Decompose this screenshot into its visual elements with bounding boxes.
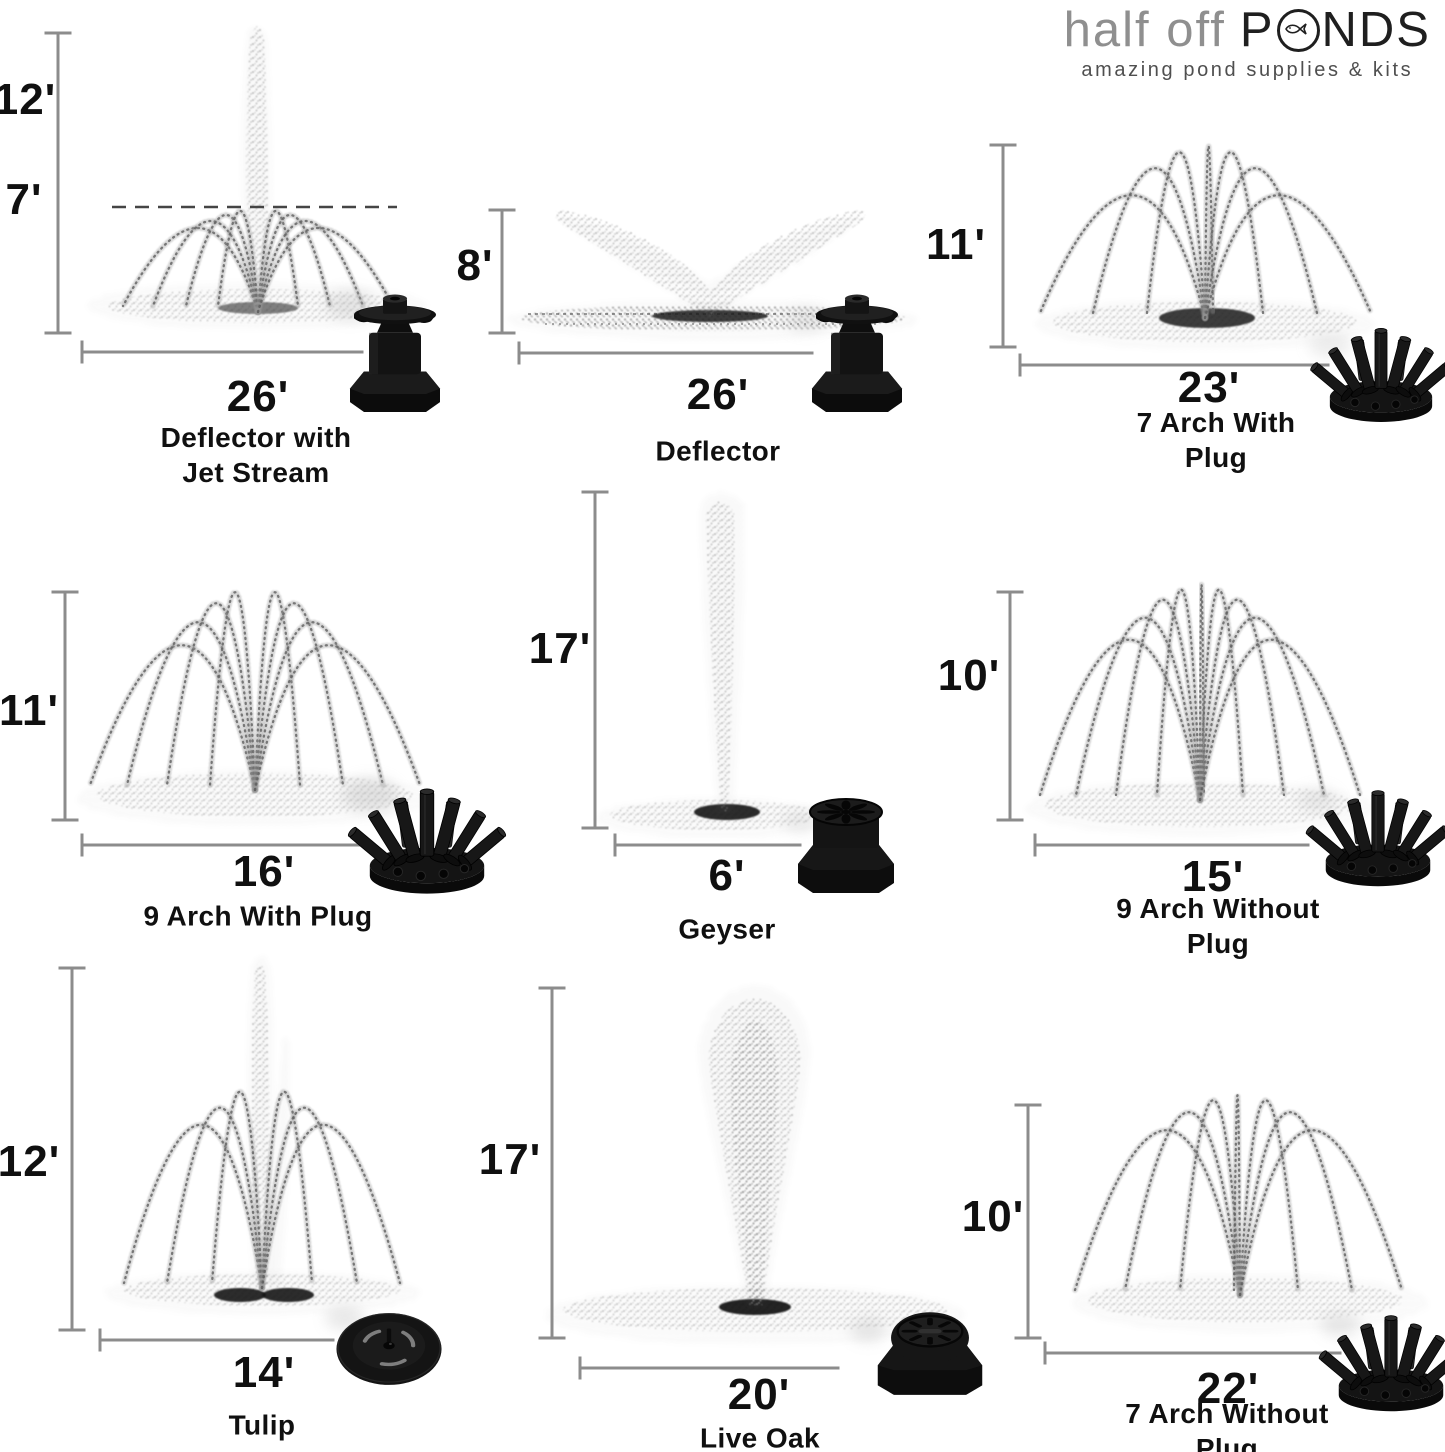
spray-9-arch-without-plug <box>1025 582 1375 836</box>
height-label-deflector: 8' <box>456 241 494 290</box>
width-label-7-arch-without-plug: 22' <box>1196 1364 1260 1413</box>
measure-7-arch-without-plug <box>1014 1103 1342 1365</box>
height-label-deflector-jet-stream: 12' <box>0 75 57 124</box>
name-label-tulip: Tulip <box>228 1409 296 1441</box>
measure-deflector <box>488 208 814 365</box>
height-label-live-oak: 17' <box>478 1135 542 1184</box>
width-label-9-arch-without-plug: 15' <box>1181 852 1245 901</box>
spray-9-arch-with-plug <box>77 589 433 826</box>
spray-7-arch-without-plug <box>1072 1092 1428 1333</box>
height-label-geyser: 17' <box>528 624 592 673</box>
spray-geyser <box>595 492 835 838</box>
name-label-deflector-jet-stream: Deflector with Jet Stream <box>160 422 352 488</box>
deflector-nozzle <box>812 294 902 412</box>
measure-tulip <box>58 966 335 1352</box>
measure-geyser <box>581 490 802 857</box>
measure-live-oak <box>538 986 840 1380</box>
measure-7-arch-with-plug <box>989 143 1330 377</box>
height-label-7-arch-without-plug: 10' <box>961 1192 1025 1241</box>
name-label-7-arch-without-plug: 7 Arch Without Plug <box>1125 1398 1329 1452</box>
fish-icon <box>1276 9 1320 52</box>
measure-9-arch-without-plug <box>996 590 1310 857</box>
width-label-live-oak: 20' <box>727 1370 791 1419</box>
name-label-deflector: Deflector <box>655 435 781 467</box>
spray-live-oak <box>545 985 965 1345</box>
brand-logo-wordmark: half off P NDS <box>1064 6 1431 55</box>
spray-tulip <box>104 955 420 1315</box>
measure-9-arch-with-plug <box>51 590 374 857</box>
geyser-nozzle <box>797 798 895 894</box>
height-label-9-arch-without-plug: 10' <box>937 651 1001 700</box>
name-label-7-arch-with-plug: 7 Arch With Plug <box>1136 407 1296 473</box>
name-label-live-oak: Live Oak <box>700 1422 820 1452</box>
mid-height-label-deflector-jet-stream: 7' <box>5 175 43 224</box>
width-label-9-arch-with-plug: 16' <box>232 847 296 896</box>
width-label-7-arch-with-plug: 23' <box>1177 363 1241 412</box>
logo-prefix: half off <box>1063 3 1226 57</box>
tulip-nozzle <box>336 1313 441 1385</box>
measure-deflector-jet-stream <box>44 31 397 364</box>
name-label-9-arch-without-plug: 9 Arch Without Plug <box>1116 893 1320 959</box>
spray-7-arch-with-plug <box>1035 143 1375 350</box>
name-label-geyser: Geyser <box>678 913 776 945</box>
height-label-7-arch-with-plug: 11' <box>926 220 986 269</box>
width-label-geyser: 6' <box>708 851 746 900</box>
logo-brand: P NDS <box>1239 3 1431 57</box>
width-label-deflector: 26' <box>686 370 750 419</box>
height-label-tulip: 12' <box>0 1137 61 1186</box>
brand-logo: half off P NDS amazing pond supplies & ki… <box>1064 6 1431 82</box>
name-label-9-arch-with-plug: 9 Arch With Plug <box>143 900 373 932</box>
logo-tagline: amazing pond supplies & kits <box>1081 59 1414 81</box>
spray-deflector-jet-stream <box>88 26 428 330</box>
width-label-tulip: 14' <box>232 1348 296 1397</box>
height-label-9-arch-with-plug: 11' <box>0 686 59 735</box>
width-label-deflector-jet-stream: 26' <box>226 372 290 421</box>
